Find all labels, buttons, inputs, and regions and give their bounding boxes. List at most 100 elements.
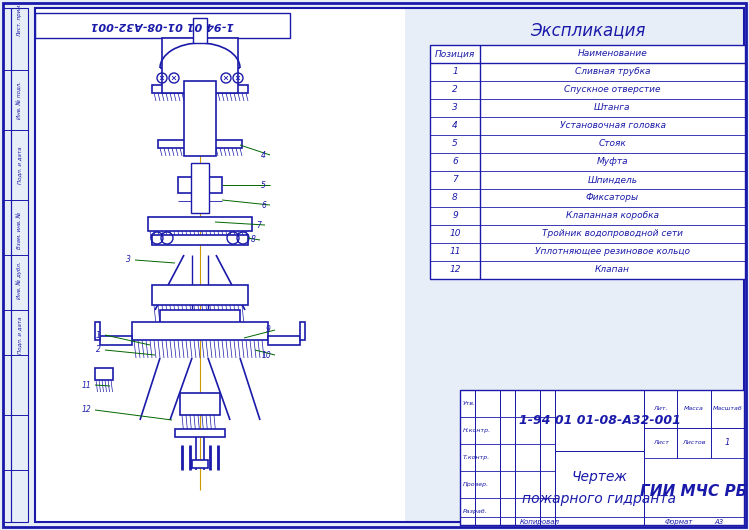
Text: 10: 10 [261, 350, 271, 359]
Bar [191, 163, 209, 213]
Text: 11: 11 [81, 381, 91, 390]
Bar [180, 393, 220, 415]
Bar [500, 390, 515, 525]
Text: Экспликация: Экспликация [530, 21, 645, 39]
Text: 5: 5 [261, 181, 266, 190]
Text: Н.контр.: Н.контр. [463, 428, 491, 433]
Bar [515, 390, 540, 525]
Bar [175, 429, 225, 437]
Text: 9: 9 [266, 325, 271, 334]
Text: 1: 1 [96, 331, 101, 340]
Text: 3: 3 [452, 103, 458, 112]
Text: Тройник водопроводной сети: Тройник водопроводной сети [542, 229, 683, 239]
Bar [555, 450, 644, 525]
Text: 5: 5 [452, 139, 458, 148]
Text: Провер.: Провер. [463, 482, 489, 487]
Bar [460, 390, 744, 525]
Text: 7: 7 [452, 175, 458, 184]
Text: пожарного гидранта: пожарного гидранта [523, 492, 676, 506]
Text: Клапан: Клапан [595, 266, 630, 275]
Text: 12: 12 [449, 266, 461, 275]
Bar [152, 85, 248, 93]
Bar [148, 217, 252, 231]
Text: Масса: Масса [684, 407, 704, 411]
Text: Листов: Листов [682, 440, 706, 445]
Text: Чертеж: Чертеж [571, 470, 628, 484]
Text: 2: 2 [452, 85, 458, 94]
Text: Стояк: Стояк [598, 139, 626, 148]
Text: 1-94 01 01-08-А32-001: 1-94 01 01-08-А32-001 [518, 414, 680, 427]
Text: 10: 10 [449, 229, 461, 239]
Text: 3: 3 [126, 255, 131, 264]
Text: Инв. № дубл.: Инв. № дубл. [16, 261, 22, 299]
Bar [193, 18, 207, 43]
Bar [36, 9, 405, 521]
Text: Формат: Формат [665, 519, 693, 525]
Text: Лист. прим.: Лист. прим. [17, 3, 22, 37]
Text: 1-94 01 01-08-А32-001: 1-94 01 01-08-А32-001 [91, 21, 234, 31]
Bar [3, 8, 11, 522]
Bar [300, 322, 305, 340]
Text: Клапанная коробка: Клапанная коробка [566, 211, 659, 220]
Bar [184, 81, 216, 156]
Bar [644, 428, 677, 457]
Text: Т.контр.: Т.контр. [463, 455, 491, 460]
Text: Муфта: Муфта [597, 157, 628, 166]
Text: Спускное отверстие: Спускное отверстие [564, 85, 661, 94]
Bar [132, 322, 268, 340]
Bar [644, 390, 677, 428]
Text: Установочная головка: Установочная головка [560, 121, 666, 130]
Text: Подп. и дата: Подп. и дата [17, 146, 22, 184]
Bar [540, 390, 555, 525]
Bar [677, 390, 711, 428]
Bar [268, 336, 300, 345]
Text: 6: 6 [261, 200, 266, 209]
Text: Утв.: Утв. [463, 401, 476, 406]
Text: А3: А3 [715, 519, 724, 525]
Text: Масштаб: Масштаб [712, 407, 742, 411]
Text: Уплотняющее резиновое кольцо: Уплотняющее резиновое кольцо [535, 248, 690, 257]
Text: Разраб.: Разраб. [463, 509, 488, 514]
Text: Штанга: Штанга [594, 103, 631, 112]
Text: Позиция: Позиция [435, 49, 475, 58]
Text: Подп. и дата: Подп. и дата [17, 316, 22, 354]
Bar [162, 38, 238, 93]
Text: 4: 4 [452, 121, 458, 130]
Bar [460, 517, 744, 527]
Bar [158, 140, 242, 148]
Bar [677, 428, 711, 457]
Bar [11, 8, 28, 522]
Text: 8: 8 [251, 235, 256, 244]
Bar [192, 460, 208, 468]
Text: Взам. инв. №: Взам. инв. № [17, 211, 22, 249]
Bar [178, 177, 222, 193]
Bar [555, 390, 644, 450]
Text: 11: 11 [449, 248, 461, 257]
Bar [430, 45, 745, 279]
Bar [160, 310, 240, 325]
Text: 1: 1 [724, 438, 730, 447]
Bar [711, 390, 744, 428]
Text: Шпиндель: Шпиндель [587, 175, 637, 184]
Text: Инв. № подл.: Инв. № подл. [16, 81, 22, 119]
Bar [35, 13, 290, 38]
Bar [95, 368, 113, 380]
Bar [152, 235, 248, 245]
Text: Лит.: Лит. [653, 407, 668, 411]
Text: Наименование: Наименование [577, 49, 647, 58]
Bar [644, 390, 744, 525]
Text: 9: 9 [452, 211, 458, 220]
Text: Фиксаторы: Фиксаторы [586, 193, 639, 202]
Text: 8: 8 [452, 193, 458, 202]
Text: 6: 6 [452, 157, 458, 166]
Bar [100, 336, 132, 345]
Text: 2: 2 [96, 346, 101, 355]
Text: 7: 7 [256, 220, 261, 229]
Text: ГИИ МЧС РБ: ГИИ МЧС РБ [640, 484, 748, 499]
Bar [152, 285, 248, 305]
Bar [460, 390, 475, 525]
Text: Лист: Лист [652, 440, 669, 445]
Bar [711, 428, 744, 457]
Text: 1: 1 [452, 67, 458, 76]
Bar [95, 322, 100, 340]
